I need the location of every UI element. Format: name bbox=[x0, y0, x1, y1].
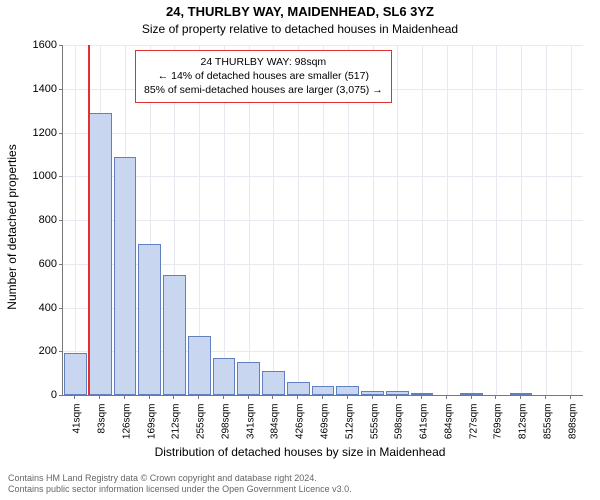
footer-line-1: Contains HM Land Registry data © Crown c… bbox=[8, 473, 592, 485]
bar bbox=[138, 244, 161, 395]
title-main: 24, THURLBY WAY, MAIDENHEAD, SL6 3YZ bbox=[0, 4, 600, 19]
marker-line bbox=[88, 45, 90, 395]
y-tick-mark bbox=[59, 308, 63, 309]
x-tick-label: 855sqm bbox=[542, 404, 553, 454]
x-tick-label: 684sqm bbox=[443, 404, 454, 454]
y-tick-label: 1200 bbox=[17, 127, 57, 139]
x-tick-label: 555sqm bbox=[369, 404, 380, 454]
x-tick-label: 255sqm bbox=[196, 404, 207, 454]
x-tick-mark bbox=[520, 395, 521, 399]
y-tick-mark bbox=[59, 264, 63, 265]
bar bbox=[237, 362, 260, 395]
gridline-v bbox=[546, 45, 547, 395]
y-tick-mark bbox=[59, 176, 63, 177]
x-tick-label: 512sqm bbox=[344, 404, 355, 454]
bar bbox=[213, 358, 236, 395]
x-tick-mark bbox=[372, 395, 373, 399]
footer-line-2: Contains public sector information licen… bbox=[8, 484, 592, 496]
x-tick-mark bbox=[173, 395, 174, 399]
x-tick-mark bbox=[297, 395, 298, 399]
footer: Contains HM Land Registry data © Crown c… bbox=[8, 473, 592, 496]
x-tick-mark bbox=[272, 395, 273, 399]
x-tick-label: 83sqm bbox=[97, 404, 108, 454]
x-tick-label: 341sqm bbox=[245, 404, 256, 454]
x-tick-label: 898sqm bbox=[567, 404, 578, 454]
x-tick-label: 426sqm bbox=[295, 404, 306, 454]
x-tick-mark bbox=[396, 395, 397, 399]
y-tick-mark bbox=[59, 351, 63, 352]
y-tick-mark bbox=[59, 220, 63, 221]
bar bbox=[312, 386, 335, 395]
x-tick-mark bbox=[446, 395, 447, 399]
x-tick-mark bbox=[322, 395, 323, 399]
x-tick-mark bbox=[495, 395, 496, 399]
y-tick-label: 1400 bbox=[17, 83, 57, 95]
x-tick-label: 169sqm bbox=[146, 404, 157, 454]
info-box: 24 THURLBY WAY: 98sqm ← 14% of detached … bbox=[135, 50, 392, 103]
y-tick-mark bbox=[59, 133, 63, 134]
y-tick-label: 1600 bbox=[17, 39, 57, 51]
x-tick-mark bbox=[248, 395, 249, 399]
x-tick-label: 727sqm bbox=[468, 404, 479, 454]
x-tick-mark bbox=[223, 395, 224, 399]
x-tick-mark bbox=[347, 395, 348, 399]
info-line-2: ← 14% of detached houses are smaller (51… bbox=[144, 69, 383, 83]
x-tick-mark bbox=[421, 395, 422, 399]
x-tick-mark bbox=[124, 395, 125, 399]
y-tick-label: 800 bbox=[17, 214, 57, 226]
y-tick-mark bbox=[59, 395, 63, 396]
bar bbox=[89, 113, 112, 395]
gridline-v bbox=[447, 45, 448, 395]
gridline-v bbox=[521, 45, 522, 395]
x-tick-label: 212sqm bbox=[171, 404, 182, 454]
gridline-v bbox=[75, 45, 76, 395]
bar bbox=[64, 353, 87, 395]
y-tick-label: 400 bbox=[17, 302, 57, 314]
y-tick-mark bbox=[59, 45, 63, 46]
x-tick-mark bbox=[198, 395, 199, 399]
y-tick-label: 1000 bbox=[17, 170, 57, 182]
gridline-v bbox=[397, 45, 398, 395]
x-tick-label: 812sqm bbox=[518, 404, 529, 454]
y-tick-label: 200 bbox=[17, 345, 57, 357]
x-tick-mark bbox=[471, 395, 472, 399]
bar bbox=[287, 382, 310, 395]
y-tick-mark bbox=[59, 89, 63, 90]
x-tick-label: 41sqm bbox=[72, 404, 83, 454]
x-tick-mark bbox=[99, 395, 100, 399]
x-tick-label: 126sqm bbox=[121, 404, 132, 454]
gridline-v bbox=[571, 45, 572, 395]
bar bbox=[188, 336, 211, 395]
gridline-v bbox=[422, 45, 423, 395]
y-tick-label: 600 bbox=[17, 258, 57, 270]
gridline-v bbox=[496, 45, 497, 395]
x-tick-label: 469sqm bbox=[320, 404, 331, 454]
bar bbox=[336, 386, 359, 395]
bar bbox=[262, 371, 285, 395]
y-axis-label: Number of detached properties bbox=[5, 144, 19, 309]
x-tick-mark bbox=[74, 395, 75, 399]
info-line-3: 85% of semi-detached houses are larger (… bbox=[144, 83, 383, 97]
gridline-v bbox=[472, 45, 473, 395]
info-line-1: 24 THURLBY WAY: 98sqm bbox=[144, 55, 383, 69]
x-tick-label: 298sqm bbox=[220, 404, 231, 454]
y-tick-label: 0 bbox=[17, 389, 57, 401]
x-tick-label: 769sqm bbox=[493, 404, 504, 454]
x-tick-label: 641sqm bbox=[419, 404, 430, 454]
bar bbox=[114, 157, 137, 395]
x-tick-mark bbox=[149, 395, 150, 399]
title-sub: Size of property relative to detached ho… bbox=[0, 22, 600, 36]
x-tick-label: 384sqm bbox=[270, 404, 281, 454]
x-tick-label: 598sqm bbox=[394, 404, 405, 454]
x-tick-mark bbox=[545, 395, 546, 399]
chart-container: 24, THURLBY WAY, MAIDENHEAD, SL6 3YZ Siz… bbox=[0, 0, 600, 500]
x-tick-mark bbox=[570, 395, 571, 399]
bar bbox=[163, 275, 186, 395]
